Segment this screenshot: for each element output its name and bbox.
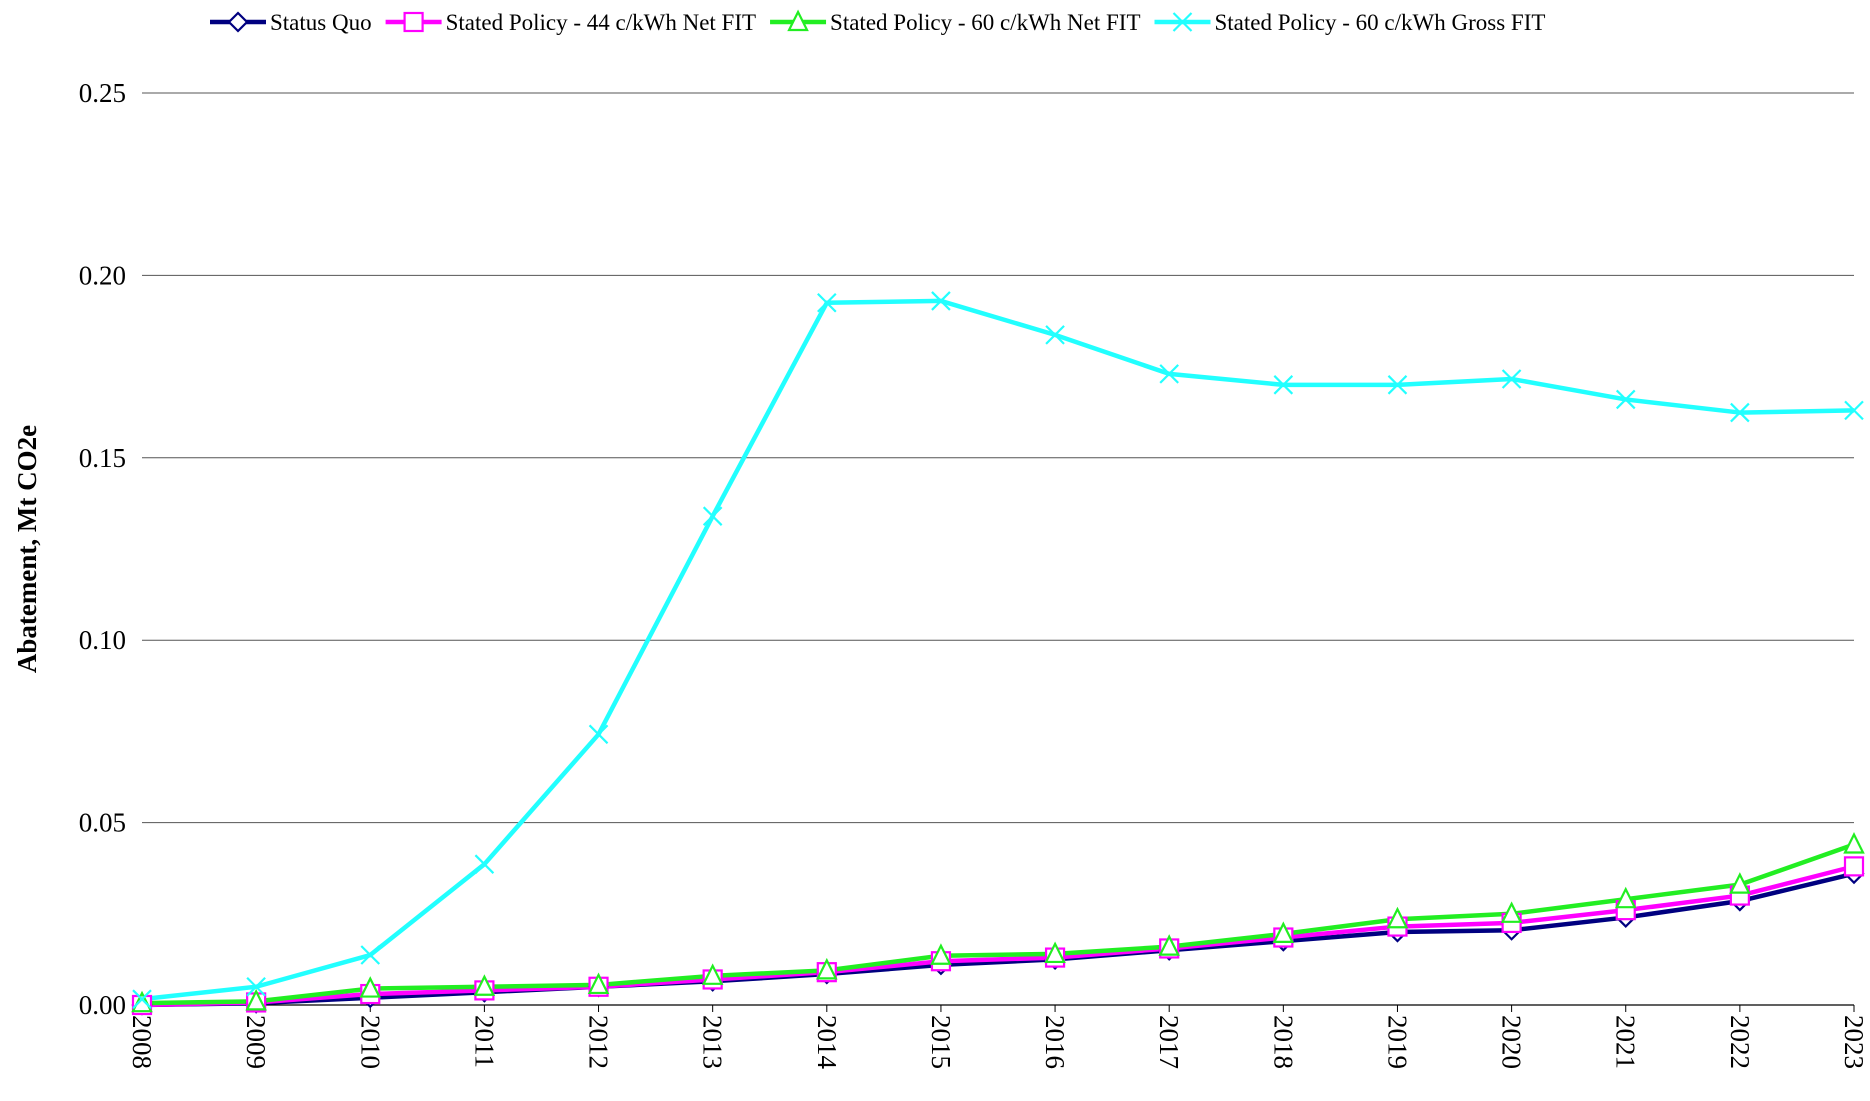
series-line: [141, 842, 1855, 1006]
legend-label: Stated Policy - 60 c/kWh Gross FIT: [1215, 10, 1546, 35]
marker: [930, 943, 952, 965]
marker: [1843, 856, 1865, 877]
marker: [359, 976, 382, 998]
x-tick-label: 2017: [1154, 1015, 1184, 1069]
x-tick-label: 2021: [1611, 1015, 1641, 1069]
y-tick-label: 0.20: [79, 260, 126, 290]
series-line: [141, 298, 1855, 1002]
marker: [132, 989, 152, 1009]
legend-label: Stated Policy - 60 c/kWh Net FIT: [830, 10, 1140, 35]
marker: [1614, 886, 1637, 909]
marker: [1844, 400, 1864, 421]
x-tick-label: 2020: [1497, 1015, 1527, 1069]
marker: [1172, 12, 1193, 32]
marker: [1730, 402, 1750, 423]
x-tick-label: 2012: [584, 1015, 614, 1069]
marker: [816, 957, 838, 980]
marker: [227, 11, 249, 33]
y-tick-label: 0.25: [79, 78, 126, 108]
marker: [1501, 369, 1522, 389]
marker: [787, 9, 809, 32]
marker: [1387, 375, 1408, 395]
x-tick-label: 2018: [1268, 1015, 1298, 1069]
marker: [1273, 375, 1294, 395]
y-tick-label: 0.10: [79, 625, 126, 655]
marker: [1158, 934, 1180, 956]
marker: [1045, 325, 1065, 345]
legend-label: Stated Policy - 44 c/kWh Net FIT: [446, 10, 756, 35]
x-tick-label: 2011: [469, 1015, 499, 1068]
marker: [245, 988, 267, 1011]
marker: [474, 854, 495, 874]
y-axis-label: Abatement, Mt CO2e: [12, 425, 42, 673]
marker: [1615, 389, 1636, 410]
marker: [1044, 941, 1066, 964]
x-tick-label: 2009: [241, 1015, 271, 1069]
y-tick-label: 0.15: [79, 443, 126, 473]
marker: [473, 974, 496, 996]
x-tick-label: 2013: [698, 1015, 728, 1069]
x-tick-label: 2019: [1382, 1015, 1412, 1069]
marker: [931, 291, 951, 311]
x-tick-label: 2010: [355, 1015, 385, 1069]
series-line: [141, 871, 1855, 1008]
marker: [1159, 364, 1179, 384]
marker: [587, 972, 610, 995]
x-tick-label: 2008: [127, 1015, 157, 1069]
x-tick-label: 2023: [1839, 1015, 1869, 1069]
marker: [246, 976, 266, 997]
x-tick-label: 2016: [1040, 1015, 1070, 1069]
marker: [1843, 832, 1865, 854]
x-tick-label: 2015: [926, 1015, 956, 1069]
marker: [1386, 906, 1409, 929]
x-tick-label: 2014: [812, 1015, 842, 1070]
y-tick-label: 0.00: [79, 990, 126, 1020]
marker: [817, 292, 837, 313]
marker: [360, 945, 381, 965]
marker: [701, 963, 724, 985]
series-line: [141, 864, 1855, 1008]
marker: [1272, 921, 1295, 943]
marker: [1500, 901, 1523, 923]
legend-label: Status Quo: [270, 10, 372, 35]
marker: [702, 506, 723, 526]
x-tick-label: 2022: [1725, 1015, 1755, 1069]
marker: [588, 724, 609, 745]
marker: [1729, 872, 1751, 894]
marker: [403, 11, 424, 33]
y-tick-label: 0.05: [79, 808, 126, 838]
